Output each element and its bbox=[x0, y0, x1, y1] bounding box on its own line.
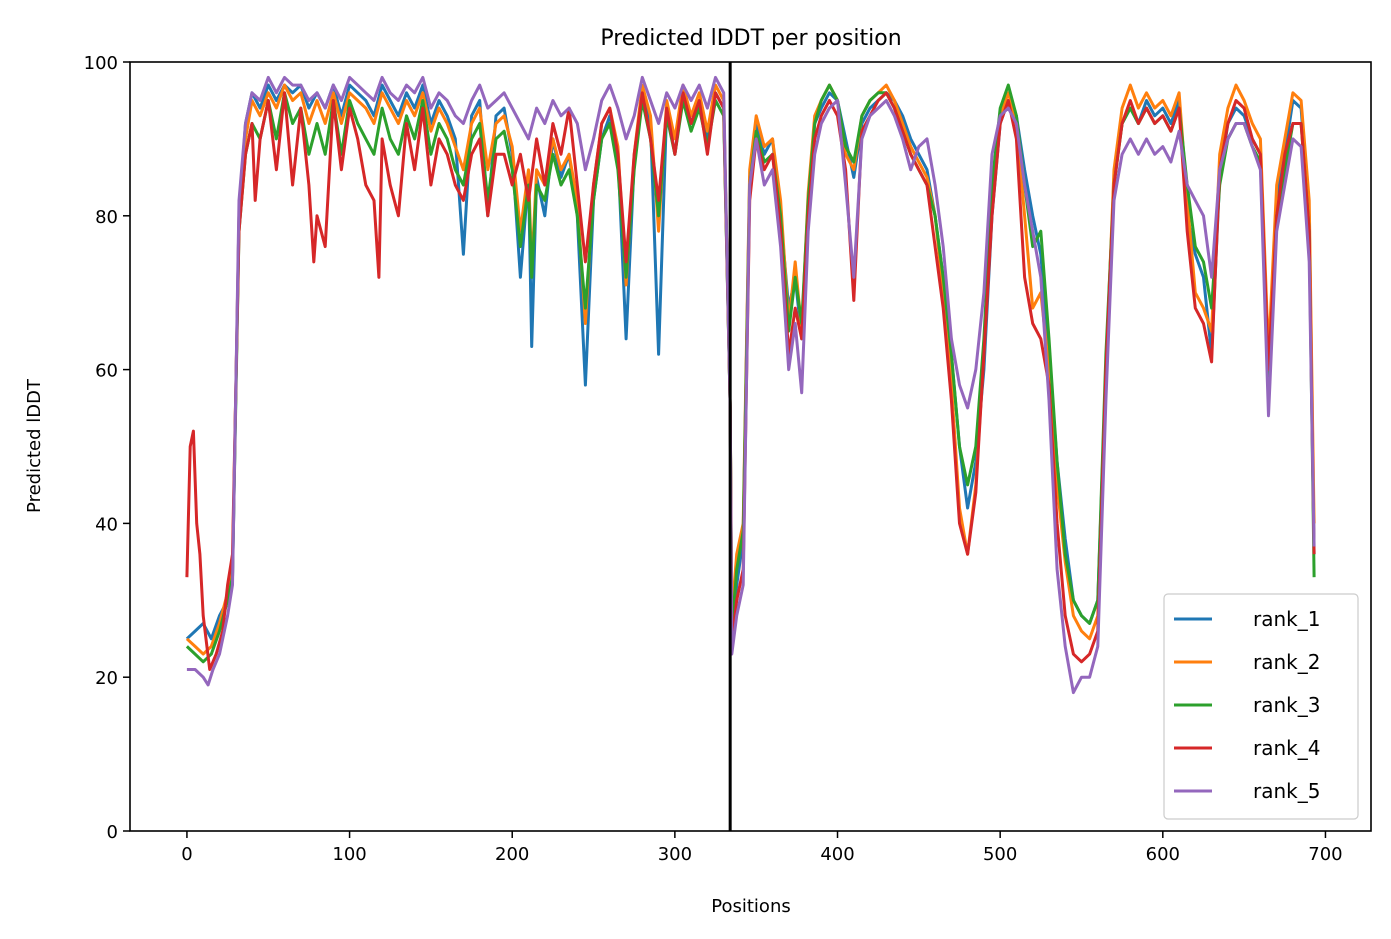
legend: rank_1 rank_2 rank_3 rank_4 rank_5 bbox=[1163, 593, 1359, 820]
x-tick-label: 500 bbox=[983, 844, 1017, 865]
x-tick-label: 0 bbox=[181, 844, 192, 865]
x-tick-label: 600 bbox=[1146, 844, 1180, 865]
plot-area: 0 100 200 300 400 500 600 700 0 20 40 60 80 100 bbox=[84, 53, 1372, 865]
axes-frame bbox=[129, 61, 1372, 832]
x-tick-label: 300 bbox=[658, 844, 692, 865]
x-axis-label: Positions bbox=[711, 896, 790, 917]
legend-box bbox=[1163, 593, 1359, 820]
legend-label-rank_4: rank_4 bbox=[1253, 736, 1320, 760]
x-tick-label: 700 bbox=[1308, 844, 1342, 865]
legend-label-rank_3: rank_3 bbox=[1253, 693, 1320, 717]
legend-label-rank_2: rank_2 bbox=[1253, 650, 1320, 674]
y-tick-label: 40 bbox=[95, 514, 118, 535]
y-tick-label: 100 bbox=[84, 53, 118, 74]
y-tick-label: 0 bbox=[107, 822, 118, 843]
y-tick-label: 20 bbox=[95, 668, 118, 689]
y-tick-label: 80 bbox=[95, 207, 118, 228]
legend-label-rank_5: rank_5 bbox=[1253, 779, 1320, 803]
y-axis-label: Predicted lDDT bbox=[24, 378, 45, 513]
x-tick-label: 400 bbox=[820, 844, 854, 865]
series-line-rank_5 bbox=[186, 75, 1316, 695]
chart-title: Predicted lDDT per position bbox=[600, 26, 901, 51]
x-tick-label: 200 bbox=[495, 844, 529, 865]
y-tick-label: 60 bbox=[95, 361, 118, 382]
legend-label-rank_1: rank_1 bbox=[1253, 607, 1320, 631]
x-tick-label: 100 bbox=[332, 844, 366, 865]
